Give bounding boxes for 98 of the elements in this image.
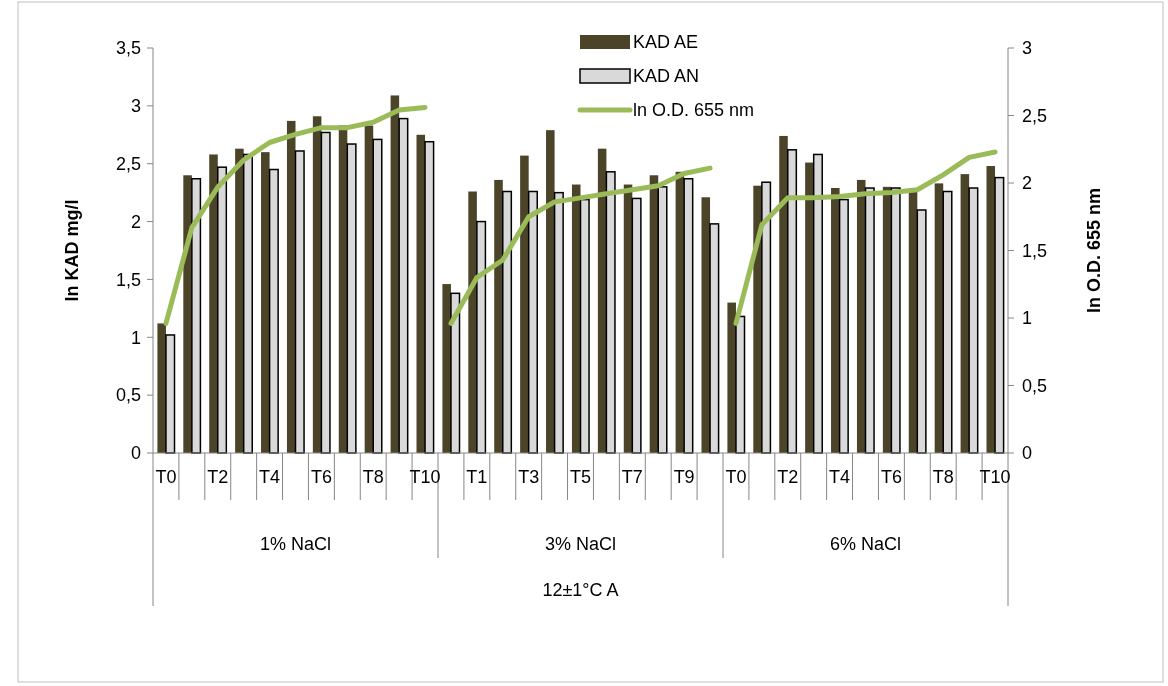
y-tick-label: 0 — [130, 443, 141, 464]
x-tick-label: T4 — [829, 467, 851, 487]
y2-tick-label: 1,5 — [1022, 240, 1048, 261]
y-tick-label: 2,5 — [115, 154, 141, 175]
legend-label: ln O.D. 655 nm — [633, 100, 755, 121]
bar — [805, 162, 814, 453]
bar — [346, 143, 357, 454]
bar — [165, 334, 176, 454]
x-tick-label: T8 — [932, 467, 954, 487]
bar — [856, 179, 866, 453]
bar — [157, 323, 166, 453]
bar — [286, 120, 296, 453]
y2-tick-label: 2 — [1022, 173, 1033, 194]
y2-tick-label: 1 — [1022, 308, 1033, 329]
bar — [442, 284, 451, 453]
bar — [235, 148, 244, 453]
bar — [942, 190, 953, 454]
bar — [546, 130, 555, 453]
y2-tick-label: 0 — [1022, 443, 1033, 464]
y-tick-label: 3 — [130, 96, 141, 117]
bar — [994, 176, 1005, 454]
x-tick-label: T1 — [466, 467, 488, 487]
text: 6% NaCl — [829, 534, 902, 554]
y-tick-label: 2 — [130, 211, 141, 232]
bar — [657, 186, 668, 454]
bar — [683, 178, 694, 454]
bar — [372, 138, 383, 454]
bar — [209, 154, 218, 453]
bar — [527, 190, 538, 454]
bar — [838, 198, 849, 454]
bar — [424, 140, 435, 454]
legend-label: KAD AE — [633, 32, 699, 53]
bar — [468, 191, 477, 453]
bar — [727, 302, 736, 453]
bar — [320, 131, 331, 454]
x-tick-label: T8 — [362, 467, 384, 487]
x-tick-label: T7 — [621, 467, 643, 487]
bar — [217, 166, 228, 454]
bar — [735, 315, 746, 454]
x-tick-label: T0 — [725, 467, 747, 487]
x-tick-label: T2 — [207, 467, 229, 487]
bar — [494, 179, 503, 453]
bar — [416, 134, 426, 453]
bar — [623, 184, 633, 453]
bar — [476, 220, 487, 454]
bar — [605, 171, 616, 454]
bar — [502, 190, 513, 454]
text: 3% NaCl — [544, 534, 617, 554]
bar — [579, 198, 590, 454]
bar — [779, 135, 788, 453]
x-tick-label: T4 — [259, 467, 281, 487]
legend-label: KAD AN — [633, 66, 700, 87]
bar — [701, 197, 711, 453]
bar — [864, 187, 875, 454]
x-tick-label: T3 — [518, 467, 540, 487]
y-tick-label: 1 — [130, 327, 141, 348]
bar — [890, 187, 901, 454]
bar — [268, 168, 279, 454]
bar — [571, 184, 581, 453]
bar — [553, 191, 564, 454]
y-tick-label: 3,5 — [115, 38, 141, 59]
y-tick-label: 1,5 — [115, 269, 141, 290]
bar — [294, 150, 305, 454]
bar — [812, 153, 823, 454]
bar — [916, 209, 927, 454]
text: 12±1°C A — [542, 580, 619, 600]
x-tick-label: T10 — [409, 467, 441, 487]
bar — [709, 223, 720, 454]
y-axis-title: ln KAD mg/l — [62, 199, 82, 302]
y2-tick-label: 2,5 — [1022, 105, 1048, 126]
y2-tick-label: 3 — [1022, 38, 1033, 59]
x-tick-label: T0 — [155, 467, 177, 487]
bar — [882, 186, 892, 453]
bar — [761, 181, 772, 454]
bar — [312, 116, 322, 453]
bar — [191, 178, 202, 454]
text: 1% NaCl — [259, 534, 332, 554]
bar — [597, 148, 607, 453]
bar — [261, 152, 270, 453]
x-tick-label: T5 — [569, 467, 592, 487]
bar — [450, 292, 461, 454]
x-tick-label: T6 — [310, 467, 332, 487]
y-tick-label: 0,5 — [115, 385, 141, 406]
bar — [787, 149, 798, 454]
bar — [398, 117, 409, 454]
x-tick-label: T6 — [880, 467, 902, 487]
x-tick-label: T9 — [673, 467, 695, 487]
bar — [986, 166, 996, 453]
x-tick-label: T10 — [979, 467, 1011, 487]
y2-tick-label: 0,5 — [1022, 375, 1048, 396]
bar — [631, 197, 642, 454]
bar — [520, 155, 529, 453]
bar — [908, 189, 918, 453]
bar — [968, 187, 979, 454]
x-tick-label: T2 — [777, 467, 799, 487]
bar — [831, 188, 840, 453]
y2-axis-title: ln O.D. 655 nm — [1084, 187, 1104, 314]
bar — [242, 153, 253, 454]
